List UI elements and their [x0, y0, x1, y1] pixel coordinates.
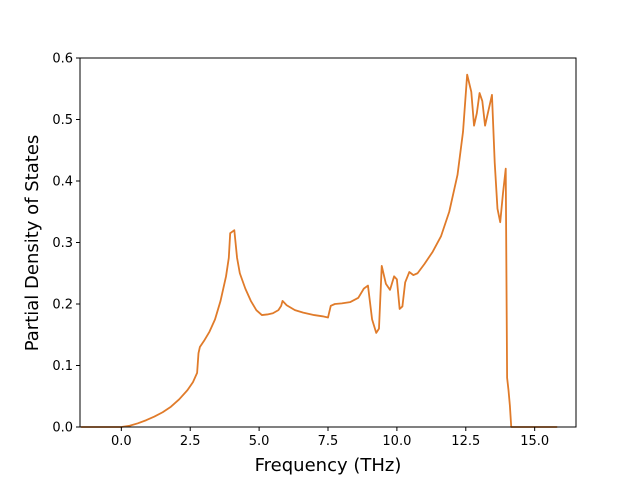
y-axis-title: Partial Density of States [22, 135, 43, 352]
y-tick-label: 0.5 [52, 113, 73, 128]
y-tick-label: 0.3 [52, 236, 73, 251]
x-tick-label: 15.0 [520, 434, 549, 449]
x-tick-label: 2.5 [180, 434, 201, 449]
series-line-0 [80, 73, 558, 428]
x-tick-label: 5.0 [249, 434, 270, 449]
y-tick-label: 0.4 [52, 175, 73, 190]
y-axis-ticks: 0.0 0.1 0.2 0.3 0.4 0.5 0.6 [52, 52, 80, 436]
x-tick-label: 12.5 [451, 434, 480, 449]
y-tick-label: 0.6 [52, 52, 73, 67]
y-tick-label: 0.2 [52, 298, 73, 313]
x-tick-label: 0.0 [111, 434, 132, 449]
x-axis-title: Frequency (THz) [255, 455, 402, 476]
x-tick-label: 7.5 [318, 434, 339, 449]
x-axis-ticks: 0.0 2.5 5.0 7.5 10.0 12.5 15.0 [111, 427, 549, 449]
y-tick-label: 0.0 [52, 421, 73, 436]
x-tick-label: 10.0 [382, 434, 411, 449]
y-tick-label: 0.1 [52, 359, 73, 374]
